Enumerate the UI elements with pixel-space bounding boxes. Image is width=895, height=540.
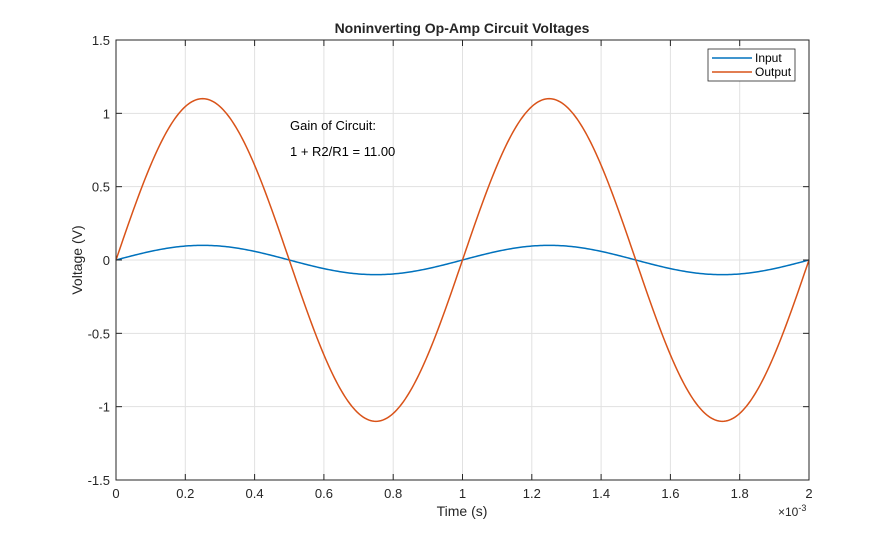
x-tick-label: 0.6 — [315, 486, 333, 501]
annotation-gain-title: Gain of Circuit: — [290, 118, 376, 133]
x-exponent-label: ×10-3 — [778, 503, 806, 519]
chart-title: Noninverting Op-Amp Circuit Voltages — [335, 20, 590, 36]
plot-frame — [115, 39, 810, 481]
x-tick-label: 0 — [112, 486, 119, 501]
y-tick-label: -0.5 — [88, 326, 110, 341]
legend[interactable]: Input Output — [707, 48, 796, 82]
x-tick-label: 2 — [805, 486, 812, 501]
x-tick-label: 1.2 — [523, 486, 541, 501]
annotation-gain-value: 1 + R2/R1 = 11.00 — [290, 144, 395, 159]
x-tick-label: 1 — [459, 486, 466, 501]
y-tick-label: -1 — [98, 400, 110, 415]
x-axis-label: Time (s) — [437, 503, 488, 519]
x-tick-label: 1.6 — [661, 486, 679, 501]
series-group — [115, 97, 810, 423]
y-tick-label: 1 — [103, 106, 110, 121]
y-axis-label: Voltage (V) — [69, 225, 85, 294]
series-line-output — [115, 97, 810, 423]
y-tick-label: -1.5 — [88, 473, 110, 488]
legend-label-output: Output — [755, 65, 792, 79]
axes — [115, 39, 810, 481]
legend-label-input: Input — [755, 51, 782, 65]
y-tick-label: 0 — [103, 253, 110, 268]
legend-box — [707, 48, 796, 82]
x-tick-label: 0.8 — [384, 486, 402, 501]
x-tick-label: 0.2 — [176, 486, 194, 501]
y-tick-label: 1.5 — [92, 33, 110, 48]
x-tick-label: 1.4 — [592, 486, 610, 501]
x-tick-label: 0.4 — [246, 486, 264, 501]
tick-labels: 0 0.2 0.4 0.6 0.8 1 1.2 1.4 1.6 1.8 2 -1.5 -1 -0.5 0 0.… — [88, 33, 813, 501]
x-tick-label: 1.8 — [731, 486, 749, 501]
y-tick-label: 0.5 — [92, 180, 110, 195]
